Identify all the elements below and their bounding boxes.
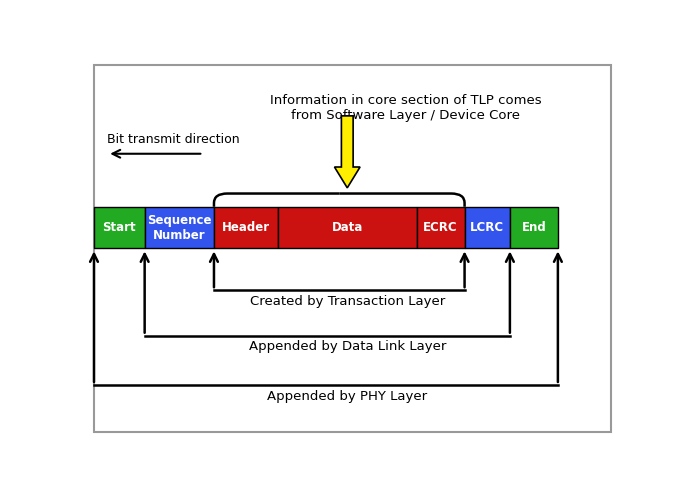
Bar (214, 207, 278, 248)
Text: Created by Transaction Layer: Created by Transaction Layer (250, 295, 445, 308)
Text: Appended by Data Link Layer: Appended by Data Link Layer (248, 340, 446, 353)
Text: Start: Start (103, 221, 136, 234)
Text: Appended by PHY Layer: Appended by PHY Layer (267, 390, 427, 403)
Text: End: End (522, 221, 546, 234)
Text: ECRC: ECRC (423, 221, 458, 234)
Bar (417, 207, 464, 248)
Text: Sequence
Number: Sequence Number (147, 214, 212, 242)
Text: Data: Data (332, 221, 363, 234)
Bar (464, 207, 510, 248)
Text: Header: Header (222, 221, 270, 234)
Bar (144, 207, 214, 248)
Text: Information in core section of TLP comes
from Software Layer / Device Core: Information in core section of TLP comes… (270, 94, 541, 123)
Text: LCRC: LCRC (470, 221, 504, 234)
Bar (94, 207, 144, 248)
Polygon shape (334, 116, 360, 188)
Bar (278, 207, 417, 248)
Text: Bit transmit direction: Bit transmit direction (107, 133, 240, 146)
Bar (510, 207, 558, 248)
